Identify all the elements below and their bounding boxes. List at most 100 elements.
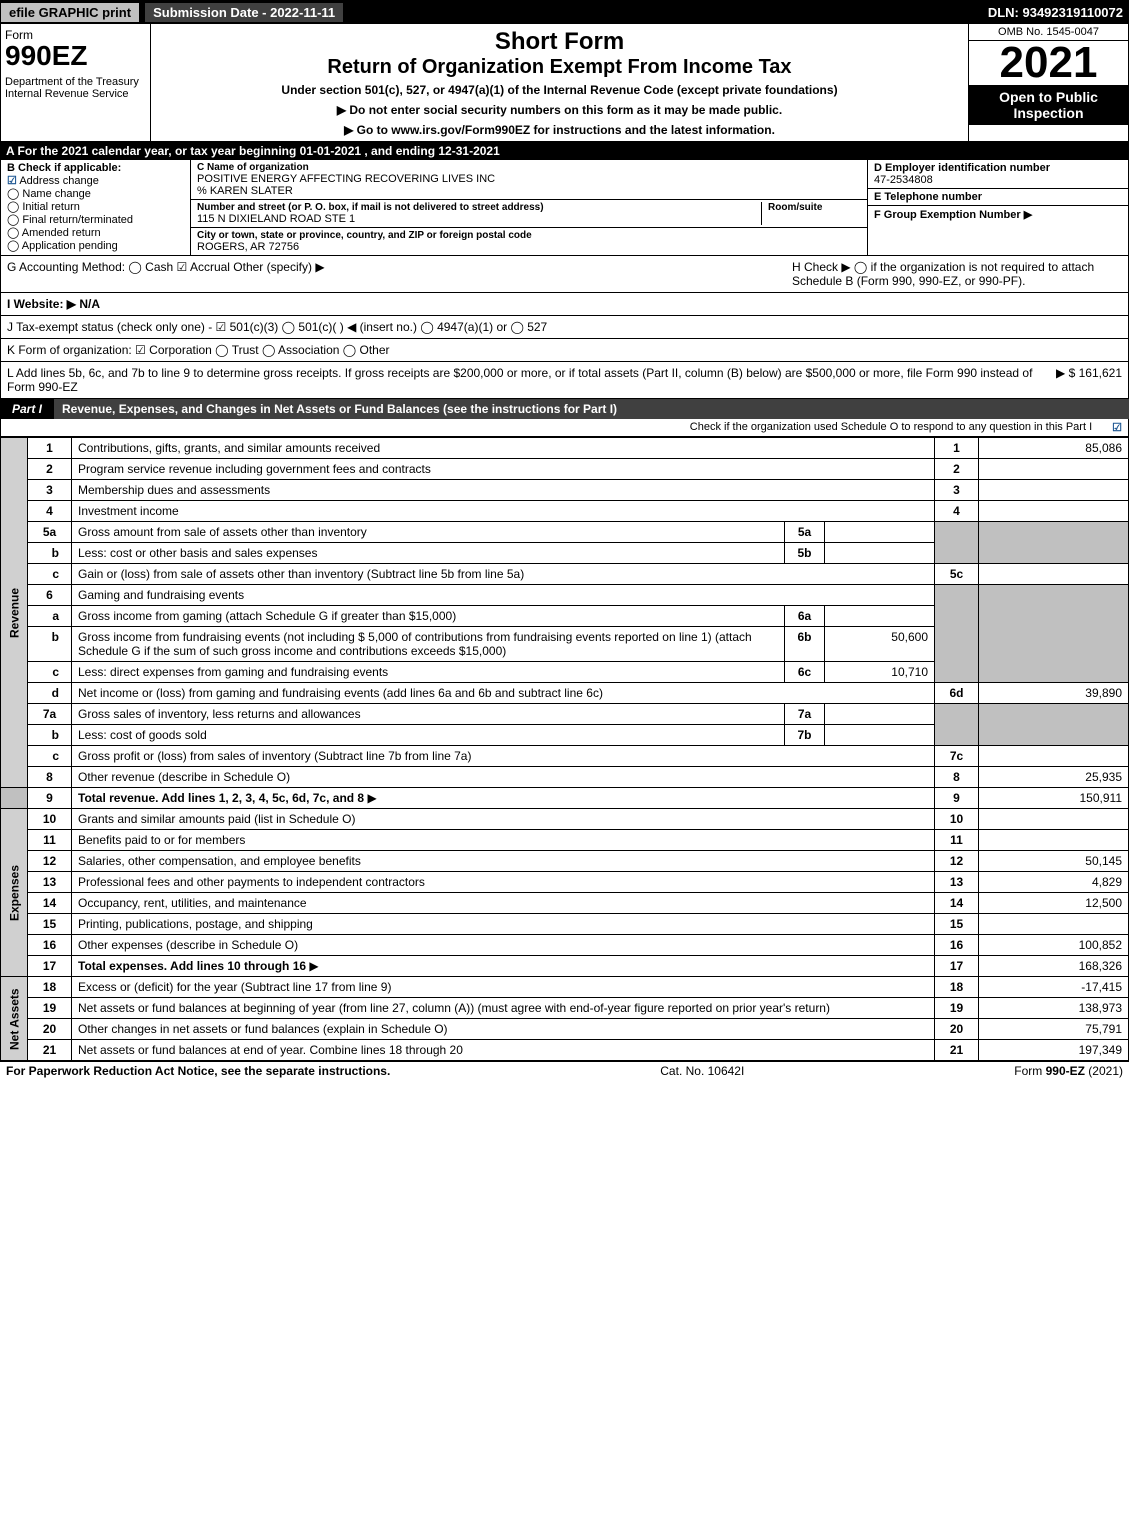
line-6a-sub: 6a: [785, 606, 825, 627]
section-j: J Tax-exempt status (check only one) - ☑…: [7, 320, 547, 334]
line-14-value: 12,500: [979, 893, 1129, 914]
line-5b-desc: Less: cost or other basis and sales expe…: [72, 543, 785, 564]
line-11-desc: Benefits paid to or for members: [72, 830, 935, 851]
line-21-colnum: 21: [935, 1040, 979, 1061]
line-11-colnum: 11: [935, 830, 979, 851]
section-h: H Check ▶ ◯ if the organization is not r…: [782, 260, 1122, 288]
line-7c-colnum: 7c: [935, 746, 979, 767]
section-j-row: J Tax-exempt status (check only one) - ☑…: [0, 316, 1129, 339]
ein-label: D Employer identification number: [874, 162, 1122, 174]
footer-right: Form 990-EZ (2021): [1014, 1064, 1123, 1078]
line-1-value: 85,086: [979, 438, 1129, 459]
line-6a-desc: Gross income from gaming (attach Schedul…: [72, 606, 785, 627]
ssn-notice: ▶ Do not enter social security numbers o…: [155, 103, 964, 117]
line-7b-num: b: [28, 725, 72, 746]
line-7a-num: 7a: [28, 704, 72, 725]
section-def: D Employer identification number 47-2534…: [868, 160, 1128, 255]
netassets-side-label: Net Assets: [1, 977, 28, 1061]
section-i-row: I Website: ▶ N/A: [0, 293, 1129, 316]
line-6c-subval: 10,710: [825, 662, 935, 683]
line-15-colnum: 15: [935, 914, 979, 935]
part-i-header: Part I Revenue, Expenses, and Changes in…: [0, 399, 1129, 419]
line-7b-desc: Less: cost of goods sold: [72, 725, 785, 746]
line-19-colnum: 19: [935, 998, 979, 1019]
line-9-colnum: 9: [935, 788, 979, 809]
line-16-num: 16: [28, 935, 72, 956]
line-5ab-shaded-val: [979, 522, 1129, 564]
section-bcd-row: B Check if applicable: ☑ Address change …: [0, 160, 1129, 256]
line-5c-num: c: [28, 564, 72, 585]
line-12-colnum: 12: [935, 851, 979, 872]
line-4-num: 4: [28, 501, 72, 522]
part-i-title: Revenue, Expenses, and Changes in Net As…: [54, 399, 1129, 419]
line-7ab-shaded: [935, 704, 979, 746]
header-left: Form 990EZ Department of the Treasury In…: [1, 24, 151, 141]
line-5a-num: 5a: [28, 522, 72, 543]
line-2-desc: Program service revenue including govern…: [72, 459, 935, 480]
revenue-side-label: Revenue: [1, 438, 28, 788]
line-8-value: 25,935: [979, 767, 1129, 788]
line-20-colnum: 20: [935, 1019, 979, 1040]
line-3-colnum: 3: [935, 480, 979, 501]
line-10-colnum: 10: [935, 809, 979, 830]
header-right: OMB No. 1545-0047 2021 Open to Public In…: [968, 24, 1128, 141]
line-5b-sub: 5b: [785, 543, 825, 564]
line-9-value: 150,911: [979, 788, 1129, 809]
group-label: F Group Exemption Number ▶: [874, 208, 1122, 221]
check-application-pending[interactable]: ◯ Application pending: [7, 239, 184, 252]
line-13-num: 13: [28, 872, 72, 893]
line-4-value: [979, 501, 1129, 522]
line-6c-desc: Less: direct expenses from gaming and fu…: [72, 662, 785, 683]
top-bar: efile GRAPHIC print Submission Date - 20…: [0, 0, 1129, 24]
line-17-desc: Total expenses. Add lines 10 through 16 …: [72, 956, 935, 977]
line-9-desc: Total revenue. Add lines 1, 2, 3, 4, 5c,…: [72, 788, 935, 809]
department-label: Department of the Treasury Internal Reve…: [5, 76, 146, 100]
line-17-num: 17: [28, 956, 72, 977]
phone-label: E Telephone number: [874, 191, 1122, 203]
line-7b-sub: 7b: [785, 725, 825, 746]
line-6b-subval: 50,600: [825, 627, 935, 662]
check-address-change[interactable]: ☑ Address change: [7, 174, 184, 187]
line-3-num: 3: [28, 480, 72, 501]
part-i-checkbox[interactable]: ☑: [1112, 421, 1122, 434]
line-16-desc: Other expenses (describe in Schedule O): [72, 935, 935, 956]
part-i-check-text: Check if the organization used Schedule …: [690, 421, 1092, 434]
line-6a-subval: [825, 606, 935, 627]
submission-date-button[interactable]: Submission Date - 2022-11-11: [144, 2, 344, 23]
line-21-value: 197,349: [979, 1040, 1129, 1061]
open-public-badge: Open to Public Inspection: [969, 85, 1128, 125]
line-5ab-shaded: [935, 522, 979, 564]
line-13-colnum: 13: [935, 872, 979, 893]
section-g: G Accounting Method: ◯ Cash ☑ Accrual Ot…: [7, 260, 782, 288]
line-1-desc: Contributions, gifts, grants, and simila…: [72, 438, 935, 459]
part-i-table: Revenue 1 Contributions, gifts, grants, …: [0, 437, 1129, 1061]
line-6d-desc: Net income or (loss) from gaming and fun…: [72, 683, 935, 704]
addr-label: Number and street (or P. O. box, if mail…: [197, 202, 761, 213]
section-b-label: B Check if applicable:: [7, 162, 184, 174]
check-initial-return[interactable]: ◯ Initial return: [7, 200, 184, 213]
check-name-change[interactable]: ◯ Name change: [7, 187, 184, 200]
section-a: A For the 2021 calendar year, or tax yea…: [0, 142, 1129, 160]
line-4-colnum: 4: [935, 501, 979, 522]
line-11-num: 11: [28, 830, 72, 851]
check-final-return[interactable]: ◯ Final return/terminated: [7, 213, 184, 226]
line-6-desc: Gaming and fundraising events: [72, 585, 935, 606]
line-18-colnum: 18: [935, 977, 979, 998]
section-k: K Form of organization: ☑ Corporation ◯ …: [7, 343, 390, 357]
line-5a-sub: 5a: [785, 522, 825, 543]
line-2-colnum: 2: [935, 459, 979, 480]
street-address: 115 N DIXIELAND ROAD STE 1: [197, 213, 761, 225]
room-label: Room/suite: [768, 202, 861, 213]
check-amended-return[interactable]: ◯ Amended return: [7, 226, 184, 239]
line-8-colnum: 8: [935, 767, 979, 788]
line-6b-desc: Gross income from fundraising events (no…: [72, 627, 785, 662]
line-5a-subval: [825, 522, 935, 543]
line-16-colnum: 16: [935, 935, 979, 956]
line-6-shaded-val: [979, 585, 1129, 683]
efile-print-button[interactable]: efile GRAPHIC print: [0, 2, 140, 23]
line-7c-desc: Gross profit or (loss) from sales of inv…: [72, 746, 935, 767]
goto-link[interactable]: ▶ Go to www.irs.gov/Form990EZ for instru…: [155, 123, 964, 137]
part-i-label: Part I: [0, 399, 54, 419]
line-5c-value: [979, 564, 1129, 585]
line-7a-sub: 7a: [785, 704, 825, 725]
